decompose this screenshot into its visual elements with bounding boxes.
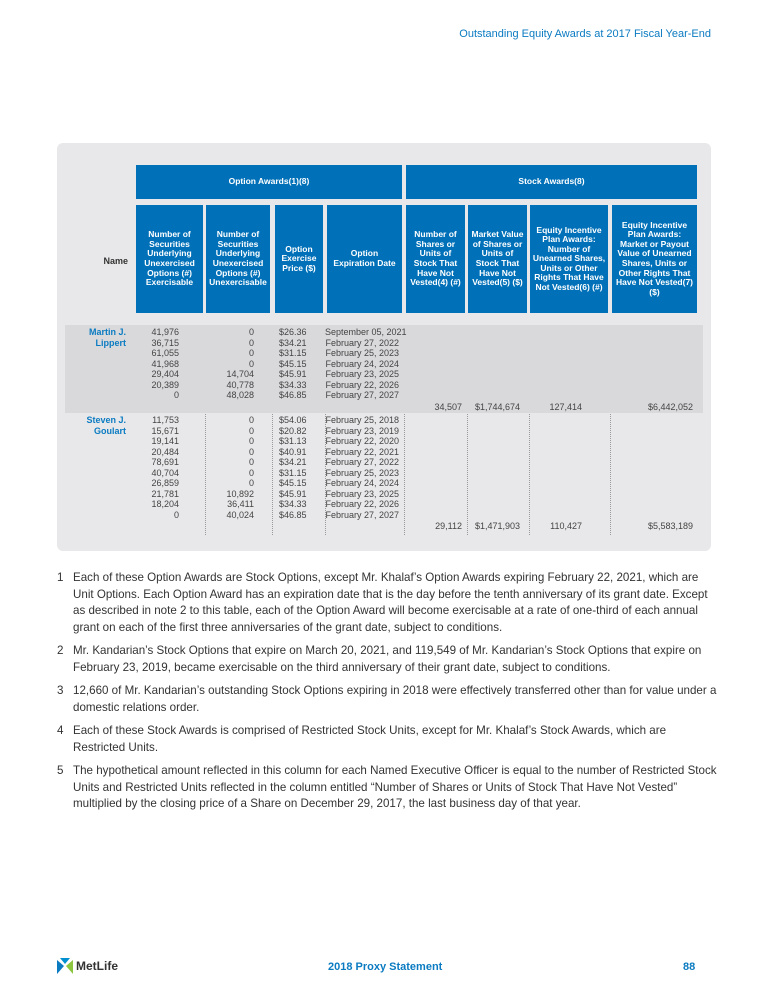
metlife-logo: MetLife xyxy=(57,958,118,974)
column-header: Equity Incentive Plan Awards: Number of … xyxy=(530,205,608,313)
exercise-price-values: $26.36 $34.21 $31.15 $45.15 $45.91 $34.3… xyxy=(279,327,307,400)
unexercisable-values: 0 0 0 0 0 0 0 10,892 36,411 40,024 xyxy=(226,415,254,520)
footnotes: 1 Each of these Option Awards are Stock O… xyxy=(57,570,717,820)
eip-units: 127,414 xyxy=(549,402,582,412)
shares-not-vested: 29,112 xyxy=(435,521,462,531)
expiration-date-values: September 05, 2021 February 27, 2022 Feb… xyxy=(325,327,407,400)
footnote: 5 The hypothetical amount reflected in th… xyxy=(57,763,717,813)
footnote-text: The hypothetical amount reflected in thi… xyxy=(73,764,717,810)
column-header: Number of Securities Underlying Unexerci… xyxy=(136,205,203,313)
exercisable-values: 41,976 36,715 61,055 41,968 29,404 20,38… xyxy=(151,327,179,400)
footnote: 3 12,660 of Mr. Kandarian’s outstanding S… xyxy=(57,683,717,716)
metlife-logo-icon xyxy=(57,958,73,974)
column-separator xyxy=(272,325,273,535)
page-number: 88 xyxy=(683,961,696,973)
name-header: Name xyxy=(103,256,128,266)
market-value: $1,744,674 xyxy=(474,402,520,412)
footnote-text: Each of these Option Awards are Stock Op… xyxy=(73,571,708,634)
footnote-text: Mr. Kandarian’s Stock Options that expir… xyxy=(73,644,702,674)
exercisable-values: 11,753 15,671 19,141 20,484 78,691 40,70… xyxy=(151,415,179,520)
footer-title: 2018 Proxy Statement xyxy=(328,961,443,973)
footnote-number: 4 xyxy=(57,724,64,737)
column-header: Number of Shares or Units of Stock That … xyxy=(406,205,465,313)
metlife-logo-text: MetLife xyxy=(76,959,118,973)
footnote-number: 1 xyxy=(57,571,64,584)
column-separator xyxy=(467,325,468,535)
footnote: 4 Each of these Stock Awards is comprised… xyxy=(57,723,717,756)
column-header: Option Exercise Price ($) xyxy=(275,205,323,313)
column-separator xyxy=(529,325,530,535)
column-separator xyxy=(205,325,206,535)
column-separator xyxy=(610,325,611,535)
group-header-option-awards: Option Awards(1)(8) xyxy=(136,165,402,199)
column-separator xyxy=(404,325,405,535)
eip-value: $5,583,189 xyxy=(647,521,693,531)
footnote-number: 3 xyxy=(57,684,64,697)
person-name: Steven J. Goulart xyxy=(86,415,126,436)
eip-units: 110,427 xyxy=(550,521,582,531)
footnote-text: 12,660 of Mr. Kandarian’s outstanding St… xyxy=(73,684,717,714)
exercise-price-values: $54.06 $20.82 $31.13 $40.91 $34.21 $31.1… xyxy=(279,415,307,520)
footnote-text: Each of these Stock Awards is comprised … xyxy=(73,724,667,754)
footnote-number: 5 xyxy=(57,764,64,777)
column-header: Option Expiration Date xyxy=(327,205,402,313)
page-header: Outstanding Equity Awards at 2017 Fiscal… xyxy=(459,28,711,40)
row-band-lippert xyxy=(65,325,703,413)
column-header: Number of Securities Underlying Unexerci… xyxy=(206,205,270,313)
footnote-number: 2 xyxy=(57,644,64,657)
market-value: $1,471,903 xyxy=(474,521,520,531)
footnote: 1 Each of these Option Awards are Stock O… xyxy=(57,570,717,636)
column-header: Equity Incentive Plan Awards: Market or … xyxy=(612,205,697,313)
person-name: Martin J. Lippert xyxy=(88,327,126,348)
shares-not-vested: 34,507 xyxy=(434,402,462,412)
group-header-stock-awards: Stock Awards(8) xyxy=(406,165,697,199)
column-header: Market Value of Shares or Units of Stock… xyxy=(468,205,527,313)
unexercisable-values: 0 0 0 0 14,704 40,778 48,028 xyxy=(226,327,254,400)
eip-value: $6,442,052 xyxy=(647,402,693,412)
column-separator xyxy=(325,325,326,535)
footnote: 2 Mr. Kandarian’s Stock Options that expi… xyxy=(57,643,717,676)
expiration-date-values: February 25, 2018 February 23, 2019 Febr… xyxy=(325,415,399,520)
